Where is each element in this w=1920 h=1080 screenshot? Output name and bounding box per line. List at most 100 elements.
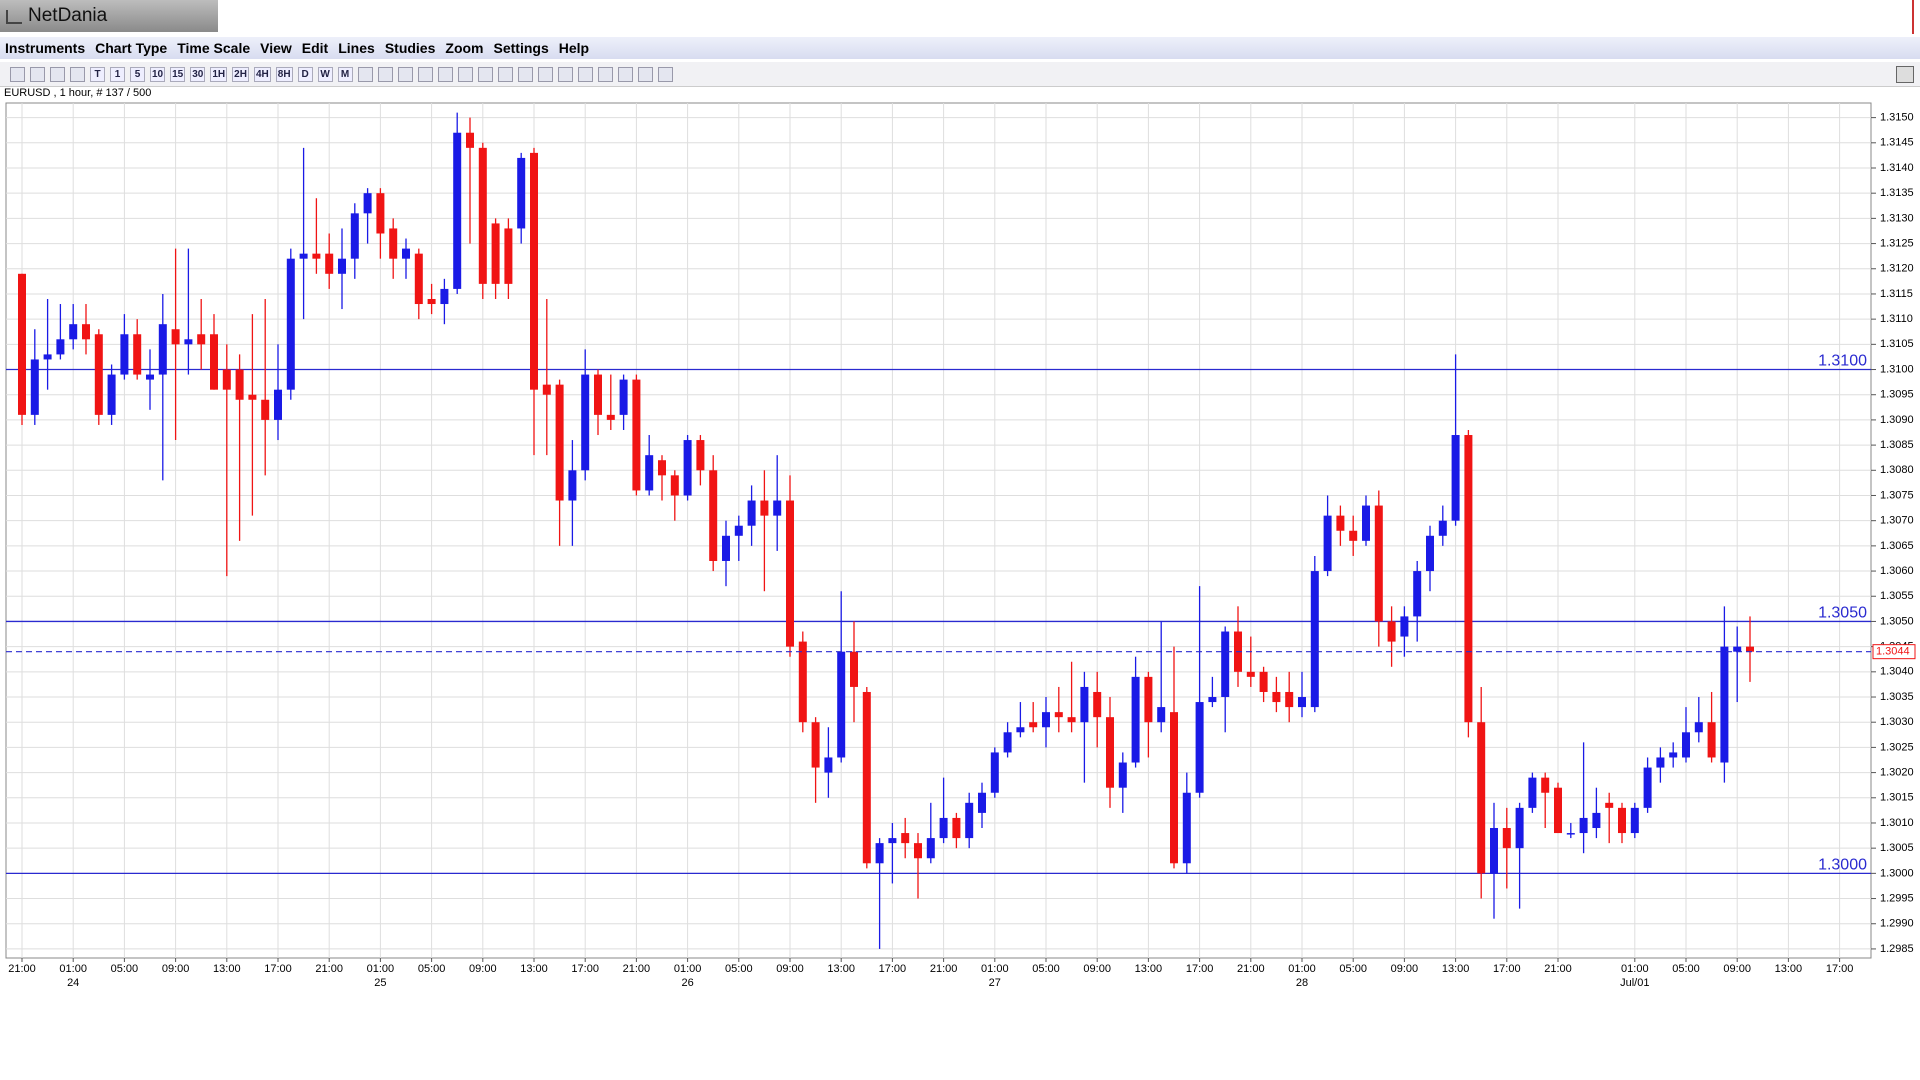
timescale-button[interactable]: D (297, 66, 313, 82)
tool-icon[interactable] (10, 66, 25, 82)
candle-body (325, 253, 334, 274)
menu-item[interactable]: Studies (384, 40, 436, 56)
timescale-button[interactable]: 2H (232, 66, 249, 82)
timescale-button[interactable]: M (337, 66, 353, 82)
candle-body (786, 500, 794, 647)
candle-body (466, 132, 474, 148)
candle-body (18, 273, 26, 415)
y-tick-label: 1.3060 (1880, 565, 1914, 577)
tool-icon[interactable] (357, 66, 373, 82)
tool-icon[interactable] (437, 66, 453, 82)
menu-item[interactable]: Time Scale (177, 40, 251, 56)
candle-body (709, 470, 718, 561)
tool-icon[interactable] (30, 66, 45, 82)
menu-item[interactable]: Lines (338, 40, 375, 56)
tool-icon[interactable] (417, 66, 433, 82)
tool-icon[interactable] (637, 66, 653, 82)
tool-icon[interactable] (657, 66, 673, 82)
menu-item[interactable]: Help (558, 40, 590, 56)
timescale-button[interactable]: 5 (130, 66, 145, 82)
candle-body (683, 440, 692, 496)
candle-body (1464, 435, 1473, 723)
tool-icon[interactable] (517, 66, 533, 82)
y-tick-label: 1.3105 (1880, 338, 1914, 350)
y-tick-label: 1.3095 (1880, 389, 1914, 401)
candle-body (1259, 671, 1268, 692)
candle-body (414, 253, 423, 305)
candle-body (1720, 646, 1729, 763)
candle-body (722, 535, 730, 561)
menu-item[interactable]: View (260, 40, 292, 56)
timescale-button[interactable]: 1H (210, 66, 228, 82)
y-tick-label: 1.3140 (1880, 162, 1914, 174)
tool-icon[interactable] (457, 66, 473, 82)
x-tick-label: 21:00 (1544, 963, 1572, 975)
candle-body (1426, 535, 1434, 572)
timescale-button[interactable]: 10 (150, 66, 166, 82)
menu-item[interactable]: Zoom (445, 40, 484, 56)
candle-body (427, 298, 436, 305)
tool-icon[interactable] (557, 66, 573, 82)
x-tick-label: 21:00 (8, 963, 36, 975)
candle-body (517, 157, 526, 229)
x-tick-label: 05:00 (1032, 963, 1060, 975)
candle-body (1387, 621, 1396, 642)
candle-body (158, 324, 167, 375)
candle-body (1438, 520, 1447, 536)
candle-body (1042, 712, 1050, 728)
tool-icon[interactable] (477, 66, 493, 82)
timescale-button[interactable]: T (90, 66, 105, 82)
menu-item[interactable]: Settings (493, 40, 549, 56)
panel-button[interactable] (1896, 66, 1914, 83)
x-tick-label: 09:00 (162, 963, 190, 975)
tool-icon[interactable] (397, 66, 413, 82)
candle-body (965, 802, 974, 839)
candle-body (1630, 807, 1639, 834)
timescale-button[interactable]: 15 (170, 66, 186, 82)
timescale-button[interactable]: 8H (275, 66, 293, 82)
candle-body (1106, 717, 1114, 788)
date-label: 25 (374, 977, 386, 989)
y-tick-label: 1.3145 (1880, 137, 1914, 149)
candle-body (1451, 435, 1460, 521)
y-tick-label: 1.3065 (1880, 540, 1914, 552)
tool-icon[interactable] (377, 66, 393, 82)
candle-body (389, 228, 398, 259)
y-tick-label: 1.3110 (1880, 313, 1913, 325)
tool-icon[interactable] (597, 66, 613, 82)
x-tick-label: 17:00 (264, 963, 292, 975)
candle-body (1515, 807, 1524, 849)
candle-body (1182, 792, 1191, 864)
x-tick-label: 17:00 (1186, 963, 1214, 975)
timescale-button[interactable]: 30 (190, 66, 206, 82)
candle-body (939, 817, 948, 839)
candle-body (453, 132, 462, 289)
candle-body (286, 258, 295, 390)
candle-body (261, 399, 270, 420)
tool-icon[interactable] (50, 66, 65, 82)
x-tick-label: 01:00 (367, 963, 395, 975)
menu-item[interactable]: Edit (301, 40, 329, 56)
tool-icon[interactable] (70, 66, 85, 82)
last-price-box (1872, 644, 1916, 660)
timescale-button[interactable]: 1 (110, 66, 125, 82)
menu-item[interactable]: Instruments (5, 40, 86, 56)
menu-item[interactable]: Chart Type (95, 40, 168, 56)
tool-icon[interactable] (497, 66, 513, 82)
candle-body (542, 384, 551, 395)
candle-body (1029, 722, 1038, 728)
candle-body (1054, 712, 1063, 718)
timescale-button[interactable]: 4H (253, 66, 271, 82)
tool-icon[interactable] (617, 66, 633, 82)
candle-body (888, 838, 897, 844)
candle-body (440, 288, 449, 305)
y-tick-label: 1.3035 (1880, 691, 1914, 703)
candle-body (1118, 762, 1127, 788)
tool-icon[interactable] (577, 66, 593, 82)
candle-body (1157, 707, 1166, 723)
timescale-button[interactable]: W (317, 66, 333, 82)
tool-icon[interactable] (537, 66, 553, 82)
x-tick-label: 01:00 (981, 963, 1009, 975)
